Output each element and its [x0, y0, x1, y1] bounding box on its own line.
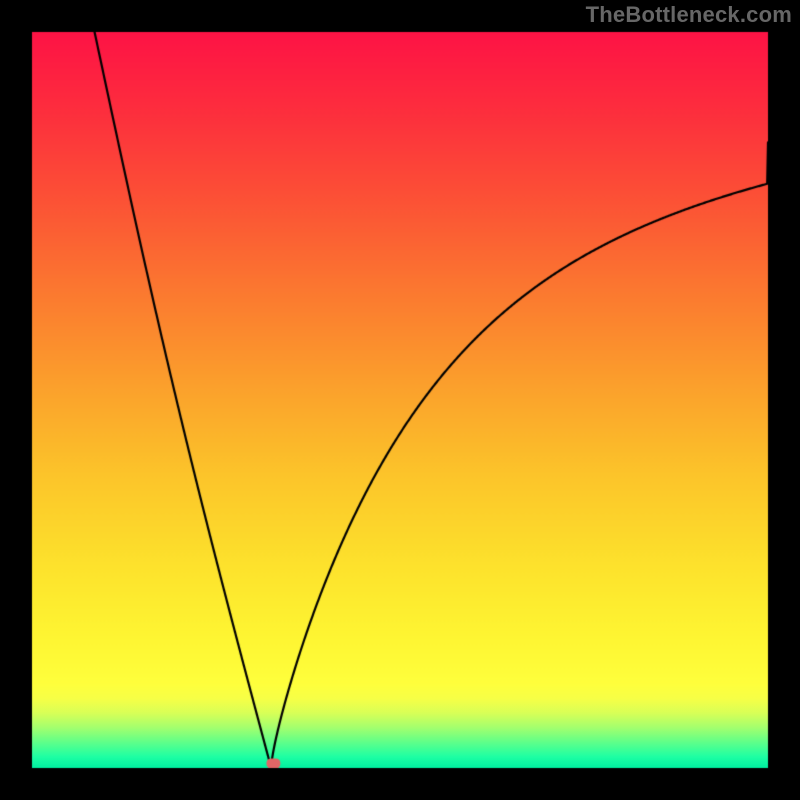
bottleneck-chart-canvas: [0, 0, 800, 800]
watermark-text: TheBottleneck.com: [586, 2, 792, 28]
chart-container: TheBottleneck.com: [0, 0, 800, 800]
